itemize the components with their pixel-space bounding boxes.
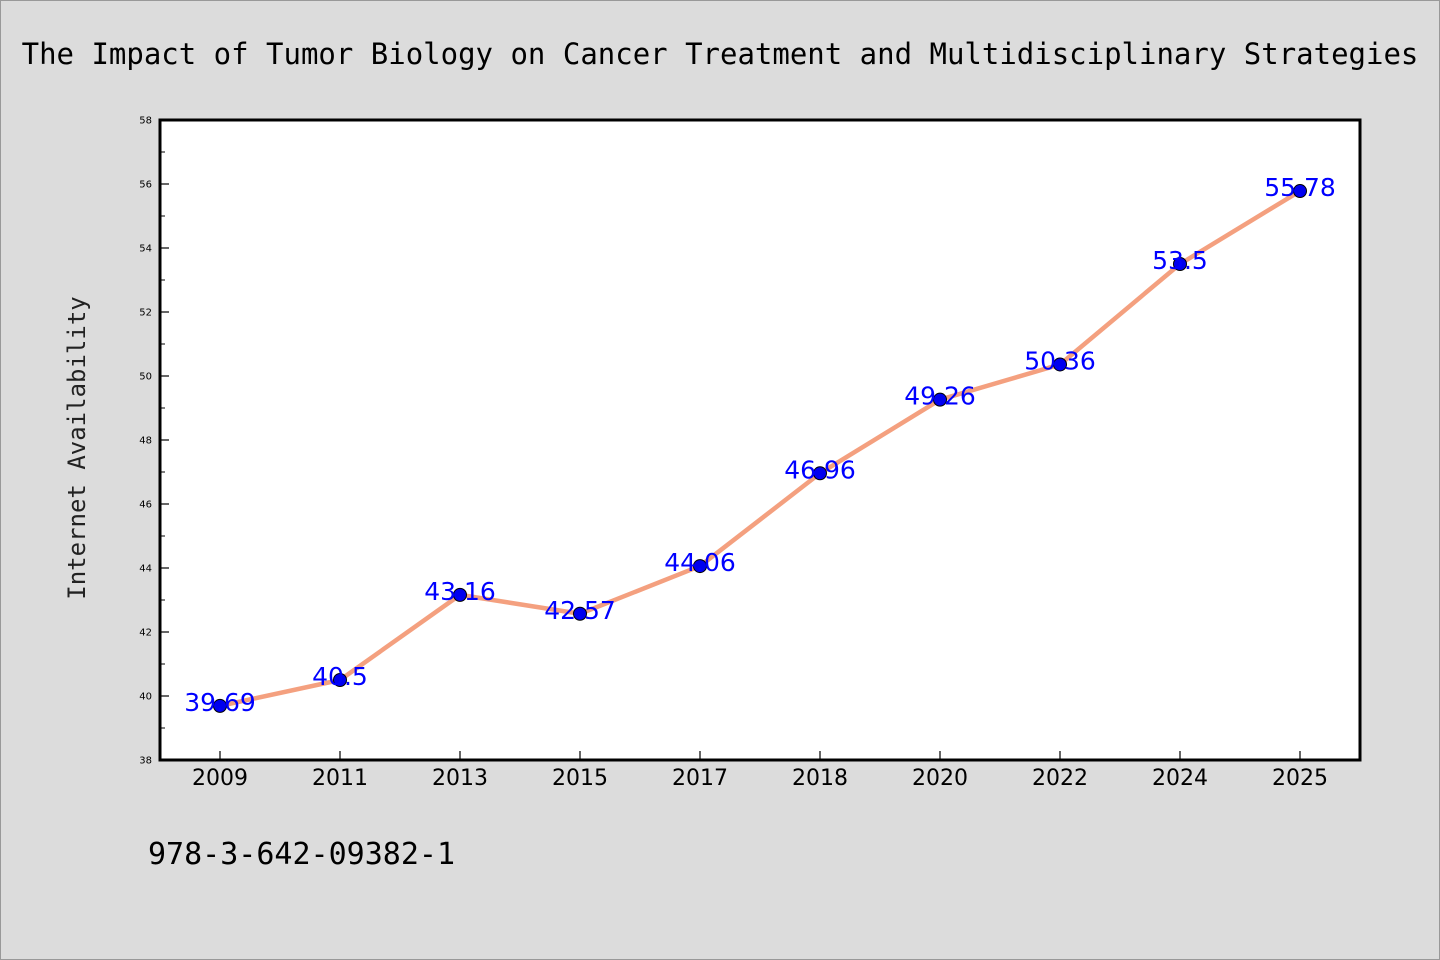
data-label: 55.78 (1264, 173, 1336, 202)
data-label: 39.69 (184, 688, 256, 717)
data-point (213, 698, 227, 713)
x-tick-label: 2009 (192, 766, 248, 791)
data-point (333, 673, 347, 687)
data-label: 44.06 (664, 548, 736, 577)
data-label: 40.5 (312, 662, 368, 691)
x-tick-label: 2025 (1272, 766, 1328, 791)
isbn-annotation: 978-3-642-09382-1 (148, 837, 455, 872)
y-tick-label: 54 (139, 244, 152, 255)
data-label: 53.5 (1152, 246, 1208, 275)
x-tick-label: 2024 (1152, 766, 1208, 791)
data-point (693, 559, 707, 574)
y-tick-label: 56 (139, 180, 152, 191)
data-label: 42.57 (544, 596, 616, 625)
x-tick-label: 2011 (312, 766, 368, 791)
x-tick-label: 2013 (432, 766, 488, 791)
series-line (217, 188, 1303, 709)
y-tick-label: 48 (139, 436, 152, 447)
data-point (1293, 184, 1307, 199)
y-tick-label: 58 (139, 116, 152, 127)
y-tick-label: 38 (139, 756, 152, 767)
y-tick-label: 50 (139, 372, 152, 383)
data-point (1053, 357, 1067, 372)
y-tick-label: 52 (139, 308, 152, 319)
x-tick-label: 2017 (672, 766, 728, 791)
data-point (933, 392, 947, 407)
y-axis: 38 40 42 44 46 48 50 52 54 56 58 (139, 116, 169, 767)
data-point (453, 587, 467, 602)
data-point (1173, 257, 1187, 271)
x-tick-label: 2020 (912, 766, 968, 791)
data-point (573, 606, 587, 621)
plot-area (158, 118, 1362, 762)
x-tick-label: 2015 (552, 766, 608, 791)
data-label: 43.16 (424, 577, 496, 606)
x-tick-label: 2018 (792, 766, 848, 791)
chart-title: The Impact of Tumor Biology on Cancer Tr… (22, 37, 1419, 71)
data-label: 50.36 (1024, 346, 1096, 375)
data-point (813, 466, 827, 481)
y-tick-label: 44 (139, 564, 152, 575)
y-tick-label: 46 (139, 500, 152, 511)
x-tick-label: 2022 (1032, 766, 1088, 791)
data-label: 46.96 (784, 455, 856, 484)
y-tick-label: 40 (139, 692, 152, 703)
data-label: 49.26 (904, 382, 976, 411)
series-1: 39.69 40.5 43.16 42.57 44.06 46.96 49.26 50.36 5… (184, 173, 1336, 717)
y-axis-label: Internet Availability (63, 296, 91, 599)
y-tick-label: 42 (139, 628, 152, 639)
x-axis: 2009 2011 2013 2015 2017 2018 2020 2022 2024 2025 (192, 751, 1328, 791)
